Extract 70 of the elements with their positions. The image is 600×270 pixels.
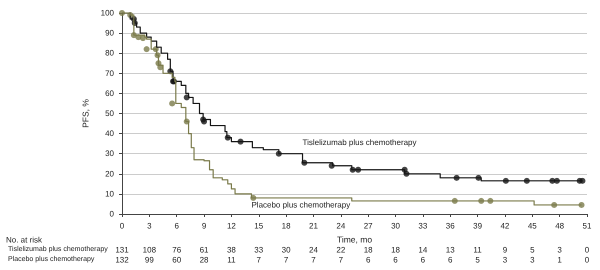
text: 7: [256, 256, 262, 264]
text: 11: [473, 246, 482, 254]
text: 28: [200, 256, 210, 264]
x-tick-label: 45: [528, 222, 538, 230]
x-tick-label: 9: [202, 222, 207, 230]
text: 7: [284, 256, 289, 264]
text: 6: [448, 256, 454, 264]
text: 5: [475, 256, 480, 264]
text: 7: [311, 256, 316, 264]
text: 24: [309, 246, 318, 254]
x-tick-label: 42: [500, 222, 510, 230]
text: 76: [172, 246, 182, 254]
text: 30: [282, 246, 292, 254]
x-tick-label: 12: [226, 222, 236, 230]
text: 7: [338, 256, 344, 264]
y-tick-label: 100: [100, 8, 115, 18]
text: 1: [557, 256, 562, 264]
x-tick-label: 33: [418, 222, 428, 230]
text: 131: [115, 246, 130, 254]
y-tick-label: 0: [110, 210, 115, 218]
x-tick-label: 21: [309, 222, 318, 230]
series-label: Placebo plus chemotherapy: [251, 200, 350, 210]
y-tick-label: 50: [105, 109, 115, 118]
y-tick-label: 90: [105, 28, 115, 38]
x-tick-label: 51: [582, 222, 592, 230]
x-tick-label: 6: [174, 222, 180, 230]
text: 3: [502, 256, 508, 264]
y-axis-title: PFS, %: [80, 98, 90, 128]
text: 61: [200, 246, 210, 254]
text: 18: [391, 246, 401, 254]
x-tick-label: 30: [391, 222, 401, 230]
text: 5: [530, 246, 536, 254]
text: 6: [366, 256, 371, 264]
text: 0: [584, 256, 590, 264]
x-tick-label: 24: [336, 222, 346, 230]
text: No. at risk: [6, 236, 44, 244]
text: 14: [418, 246, 428, 254]
x-tick-label: 0: [120, 222, 125, 230]
x-tick-label: 39: [473, 222, 483, 230]
text: 33: [254, 246, 264, 254]
y-tick-label: 10: [105, 189, 115, 198]
text: 60: [172, 256, 182, 264]
text: 11: [227, 256, 236, 264]
x-tick-label: 48: [555, 222, 565, 230]
y-tick-label: 40: [105, 129, 115, 138]
text: 9: [502, 246, 508, 254]
x-tick-label: 18: [282, 222, 292, 230]
y-tick-label: 20: [105, 169, 115, 178]
x-axis-title: Time, mo: [336, 234, 372, 244]
text: 13: [446, 246, 456, 254]
text: 132: [115, 256, 130, 264]
text: 6: [393, 256, 398, 264]
text: 3: [530, 256, 536, 264]
x-tick-label: 3: [147, 222, 152, 230]
y-tick-label: 70: [105, 68, 115, 78]
text: 0: [584, 246, 590, 254]
text: 3: [557, 246, 562, 254]
x-tick-label: 15: [254, 222, 264, 230]
text: 6: [420, 256, 426, 264]
text: 99: [144, 256, 154, 264]
y-tick-label: 30: [105, 149, 115, 158]
series-label: Tislelizumab plus chemotherapy: [302, 138, 417, 148]
text: 22: [336, 246, 346, 254]
x-tick-label: 36: [446, 222, 456, 230]
text: 38: [226, 246, 236, 254]
x-tick-label: 27: [364, 222, 374, 230]
y-tick-label: 60: [105, 88, 115, 98]
text: 108: [142, 246, 157, 254]
y-tick-label: 80: [105, 48, 115, 58]
text: 18: [364, 246, 374, 254]
